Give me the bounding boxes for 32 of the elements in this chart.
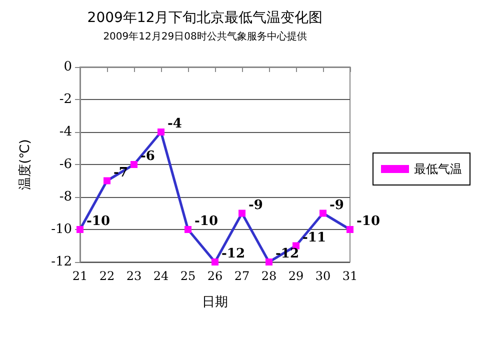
data-label: -4: [168, 116, 182, 132]
chart-title: 2009年12月下旬北京最低气温变化图: [87, 10, 323, 26]
data-label: -11: [302, 230, 326, 246]
x-tick-label: 21: [72, 269, 88, 283]
data-label: -10: [86, 214, 110, 229]
x-tick-label: 25: [180, 269, 196, 283]
chart-subtitle: 2009年12月29日08时公共气象服务中心提供: [103, 30, 307, 42]
y-axis-title: 温度(℃): [17, 139, 33, 190]
legend-label: 最低气温: [414, 162, 462, 176]
y-tick-label: -12: [51, 254, 72, 270]
y-tick-label: -2: [59, 92, 72, 107]
y-tick-label: -8: [59, 190, 72, 204]
data-label: -12: [222, 246, 245, 262]
y-tick-label: -4: [59, 124, 72, 140]
x-tick-label: 29: [288, 269, 304, 283]
x-tick-label: 30: [315, 269, 331, 283]
data-label: -10: [194, 214, 218, 229]
data-label: -6: [140, 149, 155, 164]
x-tick-label: 31: [342, 269, 358, 283]
x-tick-label: 24: [153, 269, 169, 283]
y-tick-label: -10: [51, 222, 72, 237]
data-label: -9: [330, 198, 344, 213]
x-tick-label: 22: [99, 269, 115, 283]
x-axis-title: 日期: [202, 295, 228, 310]
x-tick-label: 26: [207, 269, 223, 283]
x-tick-label: 28: [261, 269, 277, 283]
data-label: -10: [356, 214, 380, 229]
data-label: -9: [248, 198, 263, 213]
y-tick-label: -6: [59, 157, 72, 172]
x-tick-label: 27: [234, 269, 250, 283]
y-tick-label: 0: [64, 60, 72, 74]
x-tick-label: 23: [126, 269, 142, 283]
